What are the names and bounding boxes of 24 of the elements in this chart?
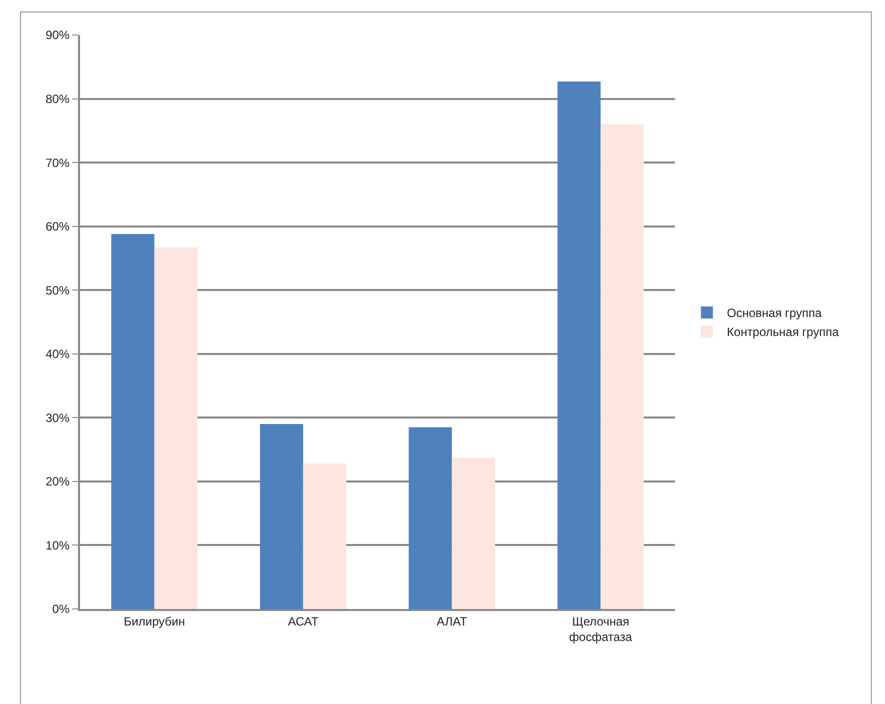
x-tick-label: АСАТ xyxy=(288,614,320,628)
bar xyxy=(557,82,601,609)
y-tick-label: 20% xyxy=(46,474,70,489)
x-tick-label: Билирубин xyxy=(124,614,185,628)
bar xyxy=(600,124,644,609)
bar xyxy=(260,424,304,609)
bar xyxy=(408,427,452,609)
bar xyxy=(452,458,496,609)
y-tick-label: 0% xyxy=(52,602,70,616)
x-tick-label: АЛАТ xyxy=(436,614,468,628)
bar xyxy=(111,234,154,609)
y-tick-label: 60% xyxy=(46,220,70,234)
y-tick-label: 30% xyxy=(46,410,70,425)
y-tick-label: 90% xyxy=(46,28,70,42)
bar xyxy=(303,464,346,609)
y-tick-label: 10% xyxy=(46,538,70,552)
y-tick-label: 40% xyxy=(46,347,70,362)
y-tick-label: 70% xyxy=(46,156,70,170)
y-tick-label: 80% xyxy=(46,92,70,106)
x-tick-label: Щелочная фосфатаза xyxy=(569,614,632,644)
legend-label: Контрольная группа xyxy=(726,325,840,340)
bar xyxy=(154,247,198,609)
legend-label: Основная группа xyxy=(726,306,822,320)
y-tick-label: 50% xyxy=(46,283,70,298)
